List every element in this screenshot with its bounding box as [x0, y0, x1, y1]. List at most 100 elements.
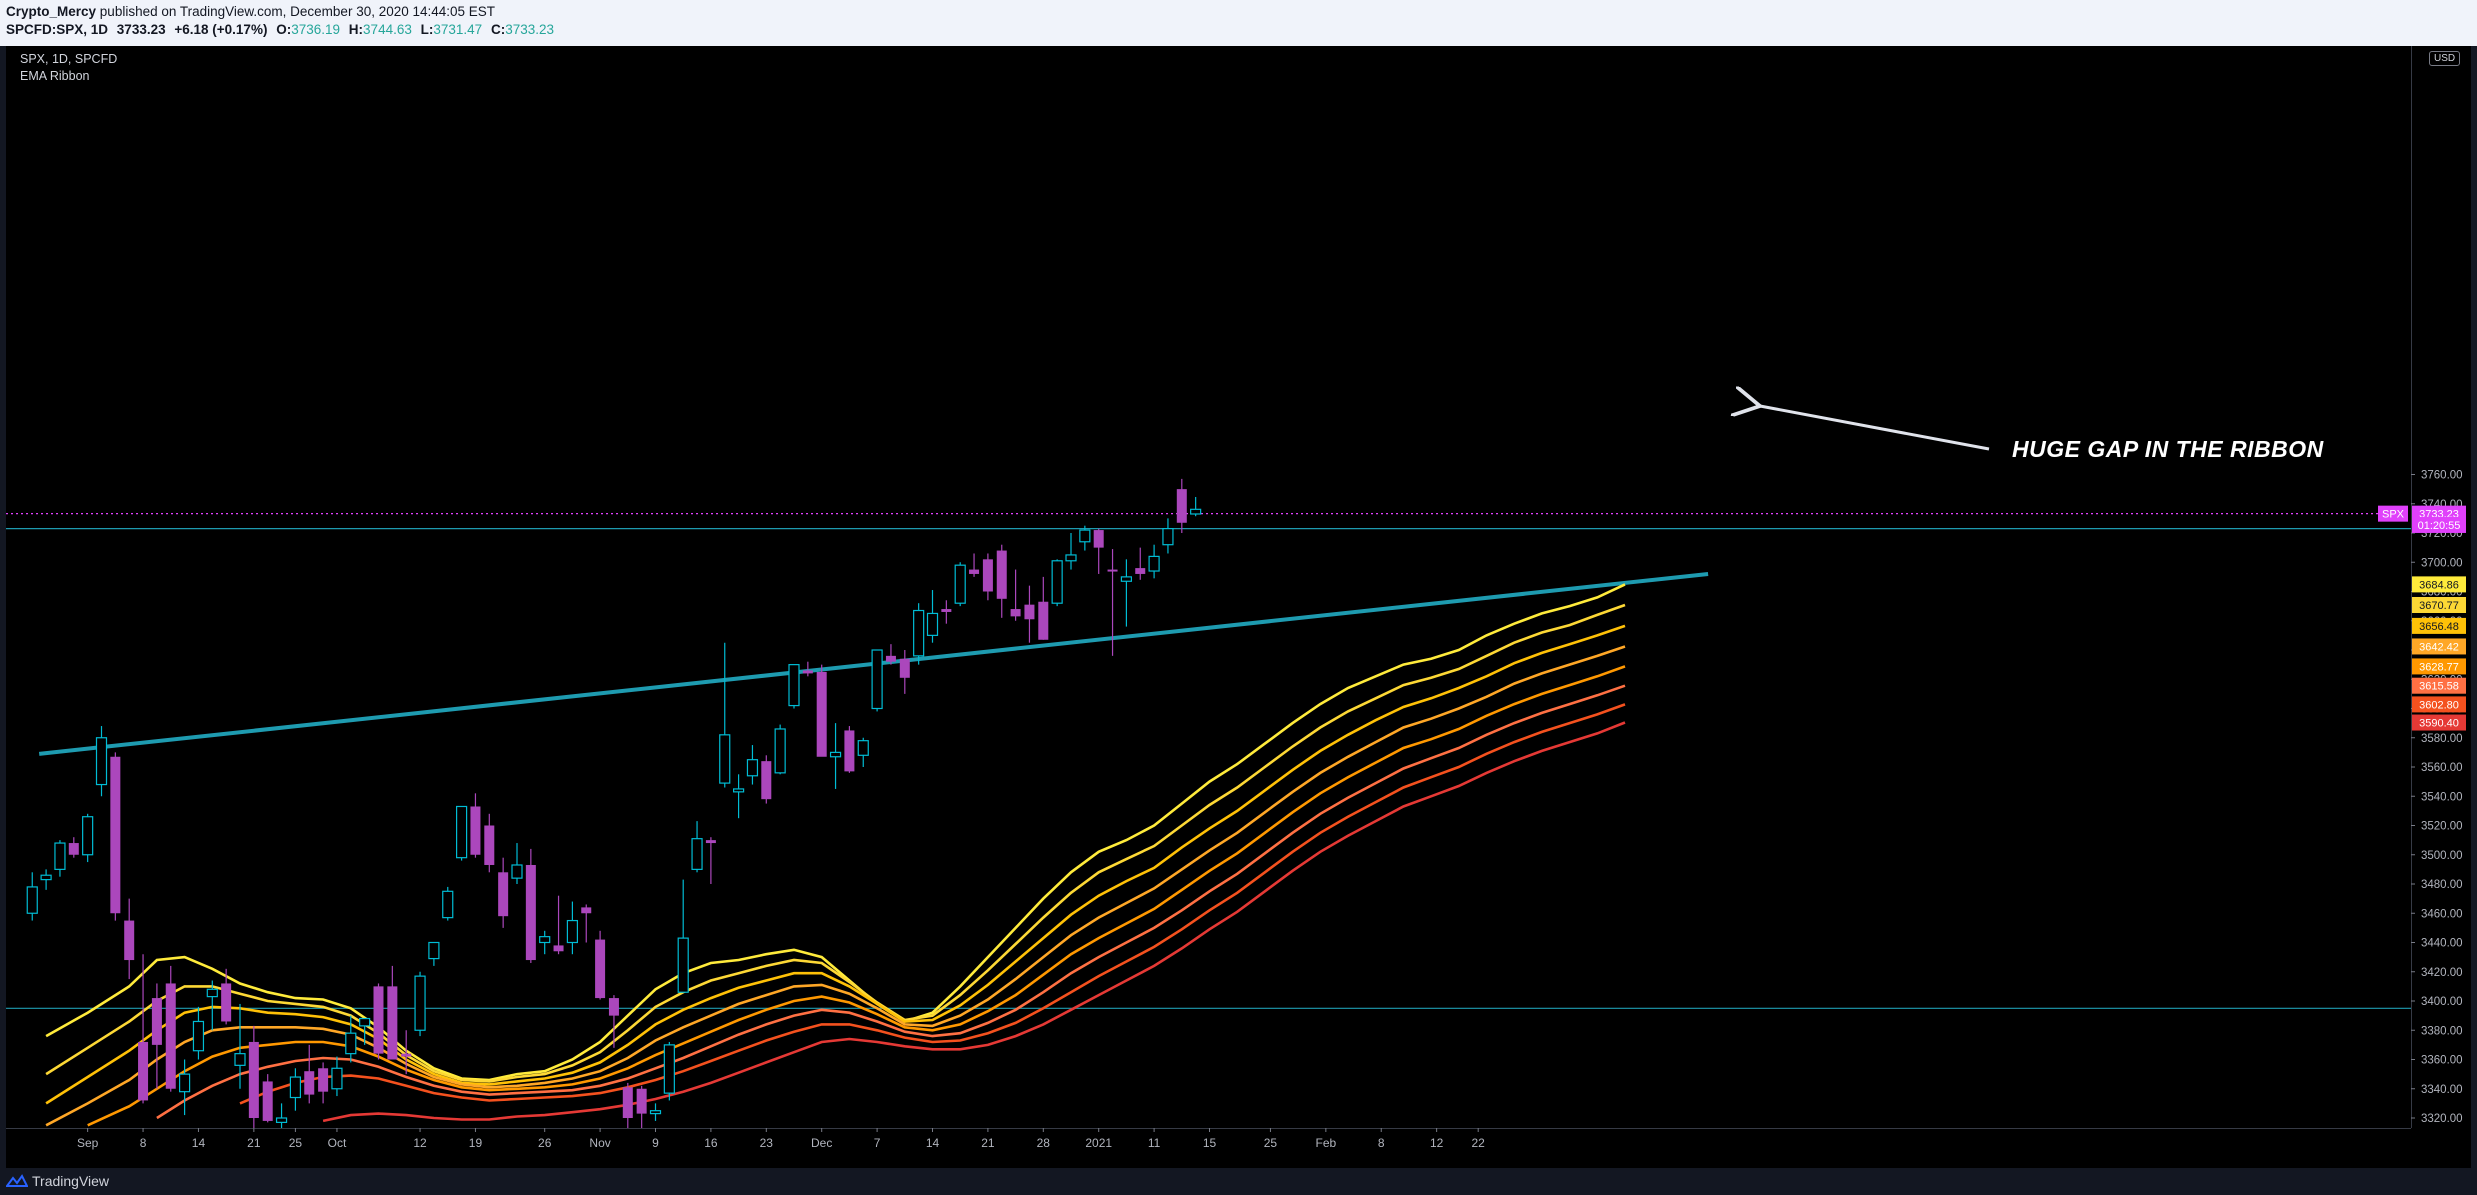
candle [899, 650, 910, 694]
chart-symbol-label[interactable]: SPX, 1D, SPCFD [20, 52, 118, 66]
candle [511, 843, 523, 884]
candle-body [359, 1017, 371, 1027]
ema-ribbon-line [45, 624, 1626, 1105]
candle-body [746, 759, 759, 777]
candlestick-chart[interactable]: 3320.00 3340.00 3360.00 3380.00 3400.00 3420.… [6, 46, 2471, 1168]
candle-body [82, 816, 94, 856]
candle [871, 649, 883, 712]
x-tick-label: 14 [926, 1136, 940, 1150]
series-label-text: SPX [2382, 509, 2405, 521]
candle [954, 562, 966, 607]
candle-body [788, 664, 800, 707]
candle-body [1024, 604, 1035, 620]
candle [691, 821, 703, 873]
x-tick-label: 12 [1430, 1136, 1444, 1150]
x-tick-label: 21 [981, 1136, 995, 1150]
candle-body [456, 805, 468, 859]
candle [206, 980, 218, 1031]
price-tag-text: 3670.77 [2419, 600, 2459, 612]
price-tag-box [2412, 677, 2466, 694]
candle-body [414, 975, 426, 1031]
price-tag-box [2412, 596, 2466, 613]
candle-body [969, 569, 980, 574]
candle-body [192, 1020, 205, 1052]
candle-body [428, 941, 440, 960]
candle [373, 983, 384, 1060]
candle [1010, 569, 1021, 621]
x-tick-label: 22 [1472, 1136, 1486, 1150]
candle [1038, 576, 1049, 640]
x-tick-label: 28 [1037, 1136, 1051, 1150]
candle [719, 642, 731, 788]
candle [331, 1056, 343, 1097]
high-value: 3744.63 [363, 22, 412, 37]
x-tick-label: 14 [192, 1136, 206, 1150]
price-tag-box [2412, 617, 2466, 634]
annotation-text: HUGE GAP IN THE RIBBON [2012, 436, 2324, 462]
candle [1120, 559, 1133, 627]
candle-body [304, 1071, 315, 1095]
candle [54, 840, 66, 877]
candle-body [345, 1032, 357, 1055]
candle [926, 590, 939, 643]
candle-body [608, 998, 619, 1016]
x-tick-label: Feb [1315, 1136, 1336, 1150]
price-tag-text: 3590.40 [2419, 718, 2459, 730]
candle [829, 723, 842, 789]
y-tick-label: 3320.00 [2421, 1113, 2463, 1125]
author-name[interactable]: Crypto_Mercy [6, 4, 97, 19]
candle [1079, 525, 1091, 551]
candle-body [318, 1068, 329, 1092]
x-tick-label: Dec [811, 1136, 832, 1150]
price-tag-text: 3642.42 [2419, 641, 2459, 653]
candle [581, 904, 592, 943]
candle [165, 965, 176, 1092]
candle [663, 1041, 675, 1101]
indicator-label[interactable]: EMA Ribbon [20, 69, 90, 83]
candle-body [926, 612, 939, 636]
candle [553, 895, 564, 955]
candle [788, 664, 800, 709]
price-tag-text: 3615.58 [2419, 681, 2459, 693]
candle-body [1120, 576, 1133, 582]
ema-ribbon-line [45, 645, 1626, 1127]
candle [318, 1062, 329, 1104]
candle [566, 901, 579, 955]
candle-body [982, 559, 993, 592]
y-tick-label: 3480.00 [2421, 879, 2463, 891]
close-value: 3733.23 [505, 22, 555, 37]
candle-body [595, 939, 606, 999]
chart-pane[interactable]: 3320.00 3340.00 3360.00 3380.00 3400.00 3420.… [6, 46, 2471, 1168]
candle-body [622, 1087, 633, 1118]
candle [428, 941, 440, 966]
ema-ribbon-line [156, 684, 1626, 1120]
last-price: 3733.23 [116, 22, 166, 37]
candle-body [179, 1073, 191, 1093]
candle-body [1176, 489, 1187, 523]
ema-ribbon-line [45, 603, 1626, 1083]
x-tick-label: 8 [140, 1136, 147, 1150]
candle [1093, 528, 1104, 574]
published-text: published on TradingView.com, December 3… [99, 4, 496, 19]
candle [470, 793, 481, 858]
candle-body [553, 945, 564, 952]
candle-body [802, 670, 813, 674]
x-tick-label: Oct [328, 1136, 347, 1150]
currency-badge[interactable]: USD [2429, 51, 2461, 66]
tradingview-brand[interactable]: TradingView [32, 1173, 110, 1189]
x-tick-label: 16 [704, 1136, 718, 1150]
candle-body [581, 907, 592, 914]
x-tick-label: 8 [1378, 1136, 1385, 1150]
y-tick-label: 3340.00 [2421, 1084, 2463, 1096]
y-tick-label: 3700.00 [2421, 557, 2463, 569]
candle [885, 644, 896, 665]
price-tag-text: 3656.48 [2419, 621, 2459, 633]
candle [636, 1085, 647, 1128]
tradingview-logo-icon[interactable] [6, 1174, 28, 1188]
candle [705, 837, 716, 884]
candle [1065, 533, 1077, 570]
candle-body [913, 609, 925, 657]
candle [844, 726, 855, 773]
candle-body [484, 825, 495, 865]
candle [746, 745, 759, 785]
